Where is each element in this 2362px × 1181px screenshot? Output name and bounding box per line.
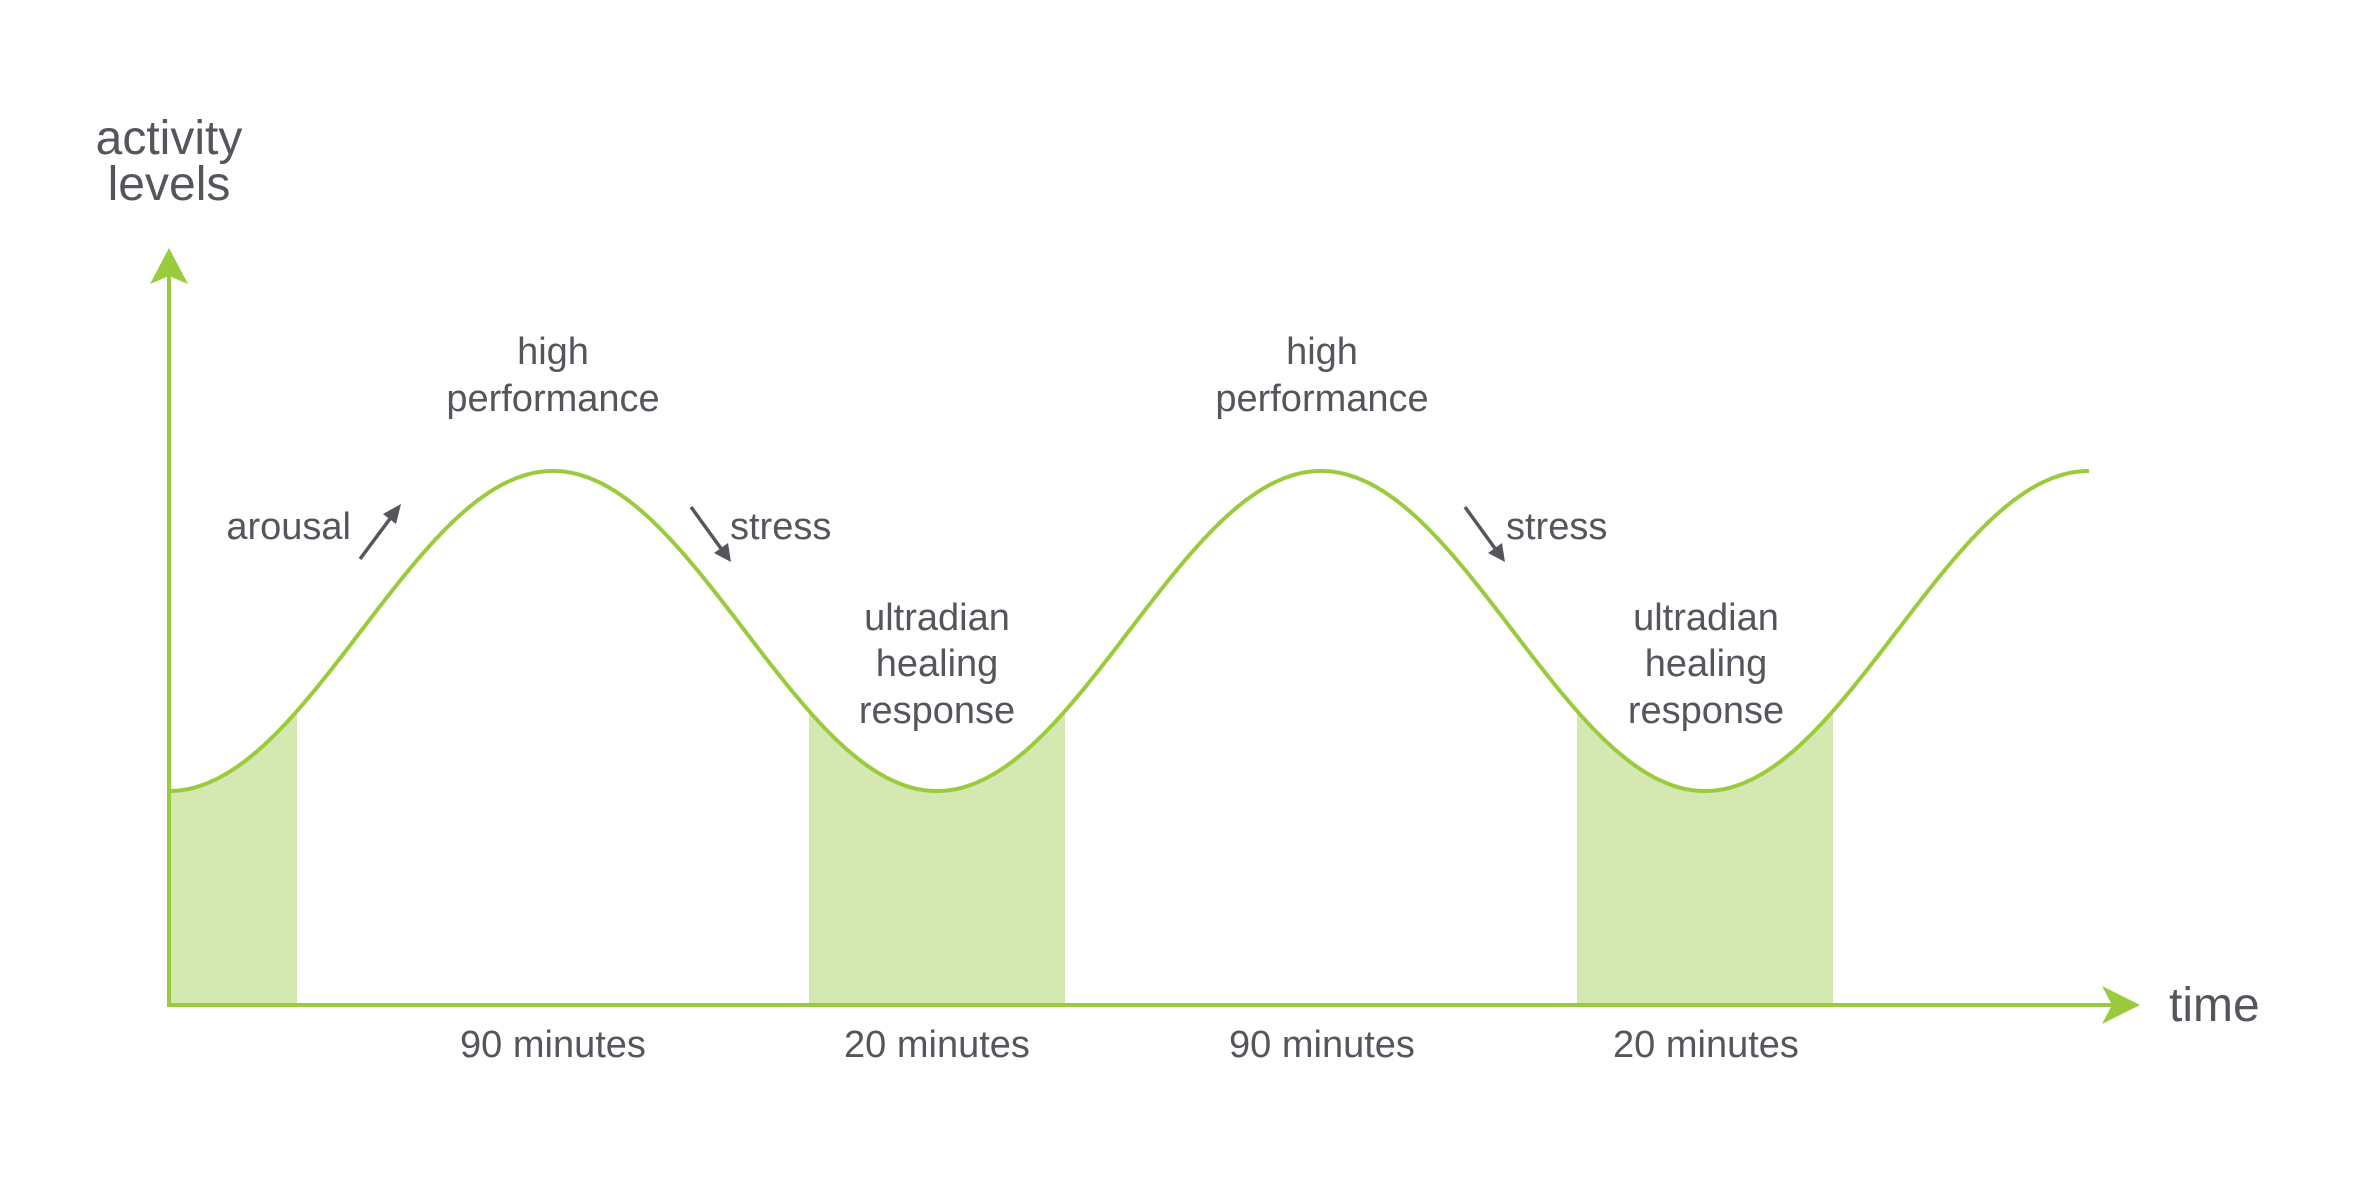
trough-label-1-line1: ultradian bbox=[864, 597, 1010, 639]
rise-label: arousal bbox=[226, 506, 351, 548]
y-axis-arrowhead-icon bbox=[150, 248, 188, 284]
healing-shaded-region-1 bbox=[169, 711, 297, 1005]
trough-label-1-line3: response bbox=[859, 690, 1015, 732]
healing-shaded-regions bbox=[169, 711, 1833, 1005]
arrow-down-right-icon bbox=[689, 505, 731, 562]
trough-label-2-line2: healing bbox=[1645, 643, 1768, 685]
x-axis-label: time bbox=[2169, 979, 2260, 1032]
trough-label-2-line3: response bbox=[1628, 690, 1784, 732]
y-axis-label-line2: levels bbox=[108, 158, 231, 211]
peak-label-1-line1: high bbox=[517, 331, 589, 373]
healing-shaded-region-2 bbox=[809, 711, 1065, 1005]
fall-label-2: stress bbox=[1506, 506, 1607, 548]
peak-label-1-line2: performance bbox=[446, 378, 659, 420]
fall-label-1: stress bbox=[730, 506, 831, 548]
arrow-down-right-icon bbox=[1463, 505, 1505, 562]
x-axis-arrowhead-icon bbox=[2102, 986, 2140, 1024]
arrow-up-right-icon bbox=[358, 504, 401, 561]
healing-shaded-region-3 bbox=[1577, 711, 1833, 1005]
trough-label-1-line2: healing bbox=[876, 643, 999, 685]
duration-label-3: 90 minutes bbox=[1229, 1024, 1415, 1066]
y-axis-label-line1: activity bbox=[96, 112, 243, 165]
duration-label-1: 90 minutes bbox=[460, 1024, 646, 1066]
peak-label-2-line2: performance bbox=[1215, 378, 1428, 420]
trough-label-2-line1: ultradian bbox=[1633, 597, 1779, 639]
duration-label-2: 20 minutes bbox=[844, 1024, 1030, 1066]
duration-label-4: 20 minutes bbox=[1613, 1024, 1799, 1066]
peak-label-2-line1: high bbox=[1286, 331, 1358, 373]
activity-curve bbox=[169, 469, 2089, 793]
